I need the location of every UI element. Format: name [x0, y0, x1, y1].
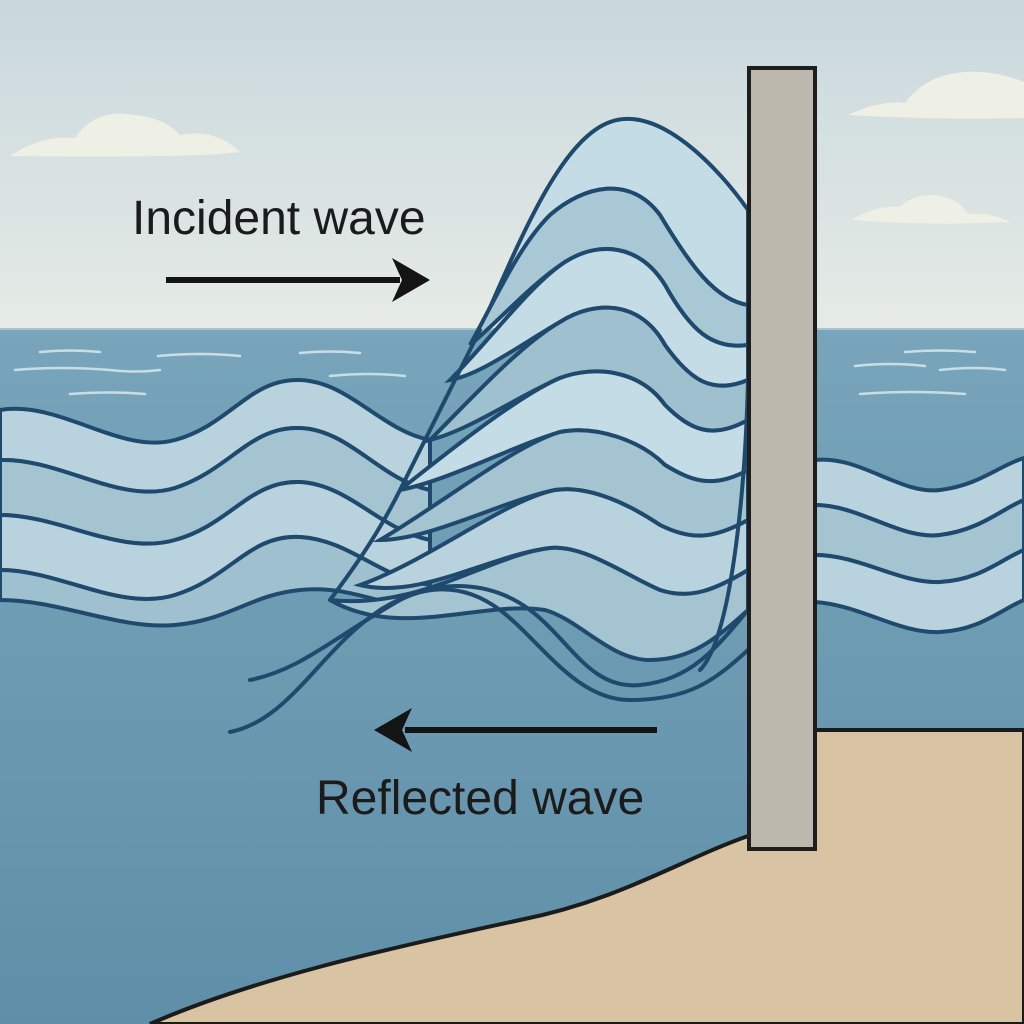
incident-arrow — [166, 258, 430, 302]
reflected-line-4 — [698, 378, 750, 672]
wave-crest-bands — [329, 117, 750, 663]
incident-band-4 — [0, 534, 432, 628]
sand-shore — [149, 728, 1024, 1024]
cloud-right-low — [852, 195, 1010, 224]
transmitted-wave-bands — [813, 455, 1024, 635]
cloud-right-top — [848, 71, 1024, 119]
reflected-arrow — [374, 708, 657, 752]
incident-wave-label: Incident wave — [132, 192, 426, 245]
cloud-left — [10, 113, 240, 157]
reflected-line-1 — [248, 584, 750, 688]
reflected-wave-lines — [228, 328, 750, 734]
sea-wall — [747, 66, 817, 851]
incident-wave-bands — [0, 377, 432, 628]
reflected-wave-label: Reflected wave — [316, 772, 644, 825]
reflected-line-2 — [228, 587, 750, 734]
right-band-3 — [813, 547, 1024, 635]
reflected-line-3 — [328, 328, 482, 602]
surface-ripples — [13, 349, 1007, 396]
clouds — [10, 71, 1024, 224]
